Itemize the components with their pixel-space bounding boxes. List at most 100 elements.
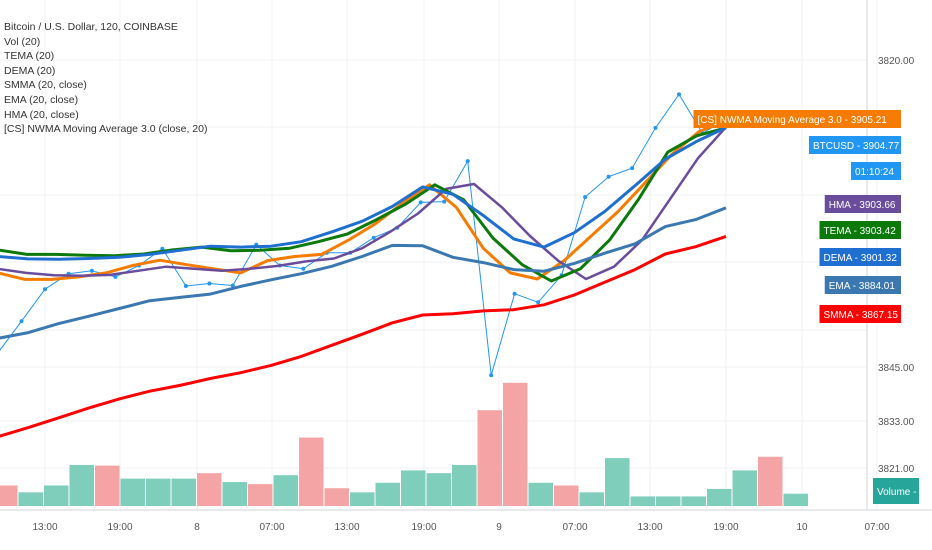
legend-nwma[interactable]: [CS] NWMA Moving Average 3.0 (close, 20)	[4, 123, 208, 136]
price-badge-text: [CS] NWMA Moving Average 3.0 - 3905.21	[698, 115, 888, 126]
price-point	[465, 159, 470, 164]
volume-bar	[732, 470, 757, 506]
volume-bar	[95, 465, 120, 506]
series-line-dema	[0, 126, 727, 261]
volume-bar	[783, 493, 808, 506]
price-badge	[824, 195, 901, 213]
legend-hma[interactable]: HMA (20, close)	[4, 108, 79, 121]
price-point	[583, 195, 588, 200]
series-line-price	[0, 93, 727, 376]
price-badge	[693, 110, 901, 128]
series-line-hma	[0, 126, 727, 281]
time-tick-label: 07:00	[864, 522, 889, 533]
price-tick-label: 3820.00	[878, 56, 915, 67]
price-badge	[819, 305, 901, 323]
price-badge	[851, 162, 901, 180]
price-badge-text: DEMA - 3901.32	[824, 253, 898, 264]
price-point	[512, 291, 517, 296]
volume-bar	[630, 496, 655, 506]
price-point	[301, 266, 306, 271]
volume-bar	[44, 485, 69, 506]
legend-dema[interactable]: DEMA (20)	[4, 64, 56, 77]
price-point	[653, 125, 658, 130]
time-tick-label: 19:00	[713, 522, 738, 533]
volume-bar	[0, 485, 18, 506]
series-line-tema	[0, 126, 727, 283]
legend-smma[interactable]: SMMA (20, close)	[4, 79, 87, 92]
volume-bar	[707, 488, 732, 506]
volume-bar	[299, 437, 324, 506]
series-line-ema	[0, 206, 727, 340]
price-point	[230, 283, 235, 288]
legend-vol[interactable]: Vol (20)	[4, 35, 41, 48]
series-line-nwma	[0, 119, 727, 281]
volume-bar	[452, 464, 477, 506]
legend-tema[interactable]: TEMA (20)	[4, 50, 55, 63]
time-tick-label: 07:00	[562, 522, 587, 533]
time-tick-label: 13:00	[334, 522, 359, 533]
volume-bar	[222, 482, 247, 506]
volume-bar	[681, 496, 706, 506]
time-tick-label: 19:00	[107, 522, 132, 533]
volume-bar	[579, 492, 604, 506]
volume-bar	[146, 478, 171, 506]
price-point	[19, 319, 24, 324]
volume-bar	[554, 485, 579, 506]
price-point	[371, 235, 376, 240]
volume-bar	[197, 473, 222, 506]
volume-bar	[248, 484, 273, 506]
time-tick-label: 10	[796, 522, 808, 533]
volume-bar	[350, 492, 375, 506]
time-tick-label: 13:00	[32, 522, 57, 533]
price-point	[418, 200, 423, 205]
time-tick-label: 19:00	[411, 522, 436, 533]
time-tick-label: 8	[194, 522, 200, 533]
time-tick-label: 13:00	[637, 522, 662, 533]
price-point	[113, 274, 118, 279]
price-badge-text: 01:10:24	[855, 167, 894, 178]
price-point	[183, 284, 188, 288]
price-badge-text: BTCUSD - 3904.77	[813, 141, 900, 152]
series-line-smma	[0, 234, 727, 438]
volume-bar	[656, 496, 681, 506]
volume-bar	[503, 382, 528, 506]
volume-badge	[873, 478, 919, 504]
price-badge	[819, 248, 901, 266]
price-tick-label: 3833.00	[878, 417, 915, 428]
price-badge	[809, 136, 901, 154]
price-point	[489, 373, 494, 378]
price-point	[207, 281, 212, 286]
price-badge-text: SMMA - 3867.15	[824, 310, 899, 321]
price-point	[89, 268, 94, 273]
legend-ema[interactable]: EMA (20, close)	[4, 93, 79, 106]
time-tick-label: 07:00	[259, 522, 284, 533]
price-point	[606, 174, 611, 179]
price-badge-text: EMA - 3884.01	[829, 281, 896, 292]
price-point	[442, 199, 447, 204]
time-tick-label: 9	[496, 522, 502, 533]
price-badge-text: TEMA - 3903.42	[824, 226, 897, 237]
volume-bar	[120, 478, 145, 506]
volume-bar	[171, 478, 196, 506]
volume-bar	[324, 488, 349, 506]
legend-title: Bitcoin / U.S. Dollar, 120, COINBASE	[4, 21, 178, 33]
volume-bar	[426, 473, 451, 506]
price-badge	[824, 276, 901, 294]
price-point	[43, 287, 47, 292]
volume-bar	[528, 482, 553, 506]
legend: Bitcoin / U.S. Dollar, 120, COINBASE Vol…	[4, 20, 207, 137]
price-point	[630, 166, 635, 171]
price-point	[677, 92, 681, 97]
volume-bar	[69, 464, 94, 506]
volume-bar	[758, 456, 783, 506]
volume-badge-text: Volume - 215	[877, 487, 932, 498]
price-tick-label: 3821.00	[878, 464, 915, 475]
price-badge	[819, 221, 901, 239]
volume-bar	[477, 410, 502, 506]
volume-bar	[605, 458, 630, 506]
volume-bar	[18, 492, 43, 506]
volume-bar	[375, 482, 400, 506]
volume-bar	[273, 475, 298, 506]
price-badge-text: HMA - 3903.66	[829, 200, 896, 211]
